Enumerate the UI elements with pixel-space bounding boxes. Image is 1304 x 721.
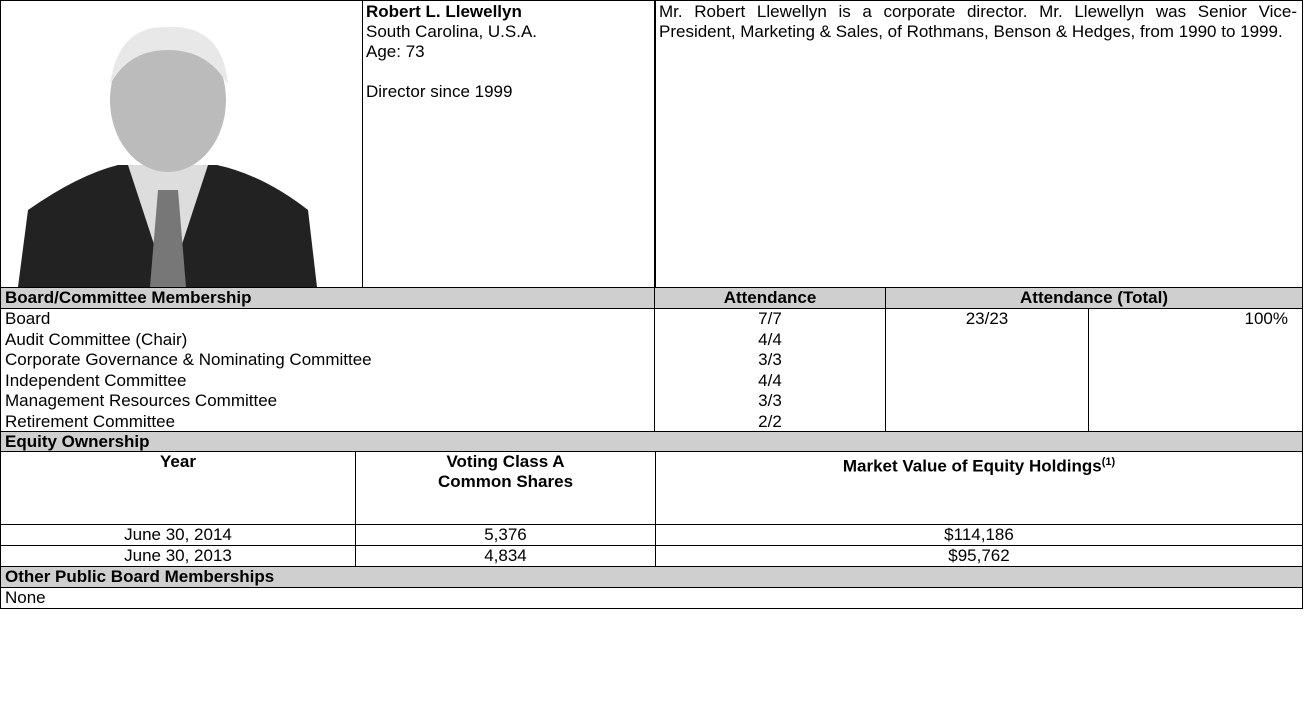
other-header: Other Public Board Memberships [0,566,1303,588]
shares-header-text: Voting Class A Common Shares [437,452,574,491]
attendance: 4/4 [758,329,782,349]
market-value: $114,186 [655,524,1303,546]
attendance: 7/7 [758,309,782,328]
year: June 30, 2014 [0,524,356,546]
attendance-total: 23/23 [965,309,1009,328]
year-header: Year [0,451,356,525]
attendance: 3/3 [758,350,782,369]
attendance: 4/4 [758,370,782,390]
committee: Board [5,309,51,328]
bio: Mr. Robert Llewellyn is a corporate dire… [659,2,1297,41]
attendance: 2/2 [758,411,782,431]
portrait [18,15,317,287]
market-value-header: Market Value of Equity Holdings(1) [655,451,1303,525]
location: South Carolina, U.S.A. [366,22,538,41]
shares: 5,376 [355,524,656,546]
name: Robert L. Llewellyn [366,2,522,21]
year: June 30, 2013 [0,545,356,567]
committee: Independent Committee [5,370,187,390]
shares: 4,834 [355,545,656,567]
other-value: None [0,587,1303,609]
attendance-percent: 100% [1244,309,1288,328]
committee: Audit Committee (Chair) [5,329,188,349]
shares-header: Voting Class A Common Shares [355,451,656,525]
committee: Corporate Governance & Nominating Commit… [5,350,372,369]
attendance-total-header: Attendance (Total) [885,287,1303,309]
footnote: (1) [1101,456,1116,468]
membership-header: Board/Committee Membership [0,287,655,309]
equity-header: Equity Ownership [0,431,1303,452]
market-value: $95,762 [655,545,1303,567]
committee: Management Resources Committee [5,391,278,410]
attendance: 3/3 [758,391,782,410]
committee: Retirement Committee [5,411,176,431]
attendance-header: Attendance [654,287,886,309]
age: Age: 73 [366,42,425,61]
director-since: Director since 1999 [366,82,513,101]
